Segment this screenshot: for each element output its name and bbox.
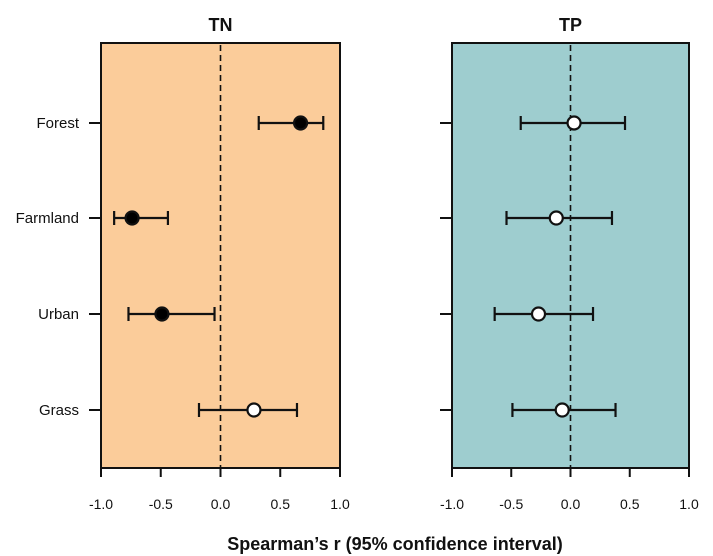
category-label-forest: Forest [36, 115, 79, 132]
tp-x-tick-label: 0.0 [561, 496, 581, 512]
panel-tn: TN Forest Farmland Urban Grass -1.0 -0.5 0.0 0.5… [16, 15, 350, 512]
tp-forest-point [566, 115, 582, 131]
category-label-urban: Urban [38, 306, 79, 323]
tp-grass-point [554, 402, 570, 418]
tn-urban-point [154, 306, 170, 322]
tn-farmland-point [124, 210, 140, 226]
tn-forest-point [292, 115, 309, 131]
tp-urban-point [530, 306, 547, 322]
tp-farmland-point [548, 210, 564, 226]
tn-x-tick-label: 0.0 [211, 496, 231, 512]
tn-x-tick-label: -0.5 [149, 496, 173, 512]
category-label-grass: Grass [39, 402, 79, 419]
tp-title: TP [559, 15, 582, 35]
tn-x-tick-label: 1.0 [330, 496, 350, 512]
tn-grass-point [246, 402, 262, 418]
tp-x-tick-label: -0.5 [499, 496, 523, 512]
x-axis-label: Spearman’s r (95% confidence interval) [227, 534, 562, 554]
tn-title: TN [209, 15, 233, 35]
tp-x-tick-label: 1.0 [679, 496, 699, 512]
tn-x-tick-label: -1.0 [89, 496, 113, 512]
panel-tp: TP -1.0 -0.5 0.0 0.5 1.0 [440, 15, 699, 512]
tn-x-tick-label: 0.5 [271, 496, 291, 512]
category-label-farmland: Farmland [16, 210, 79, 227]
tp-x-tick-label: 0.5 [620, 496, 640, 512]
tp-x-tick-label: -1.0 [440, 496, 464, 512]
